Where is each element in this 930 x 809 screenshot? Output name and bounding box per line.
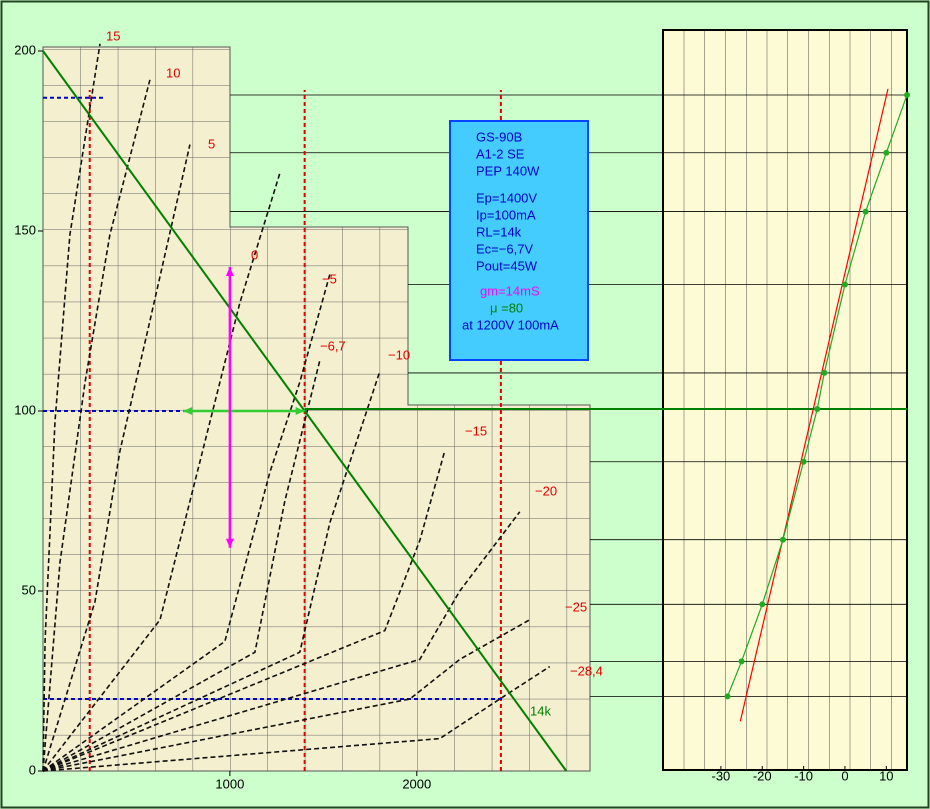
y-tick-label: 200 — [14, 42, 36, 57]
curve-label: −15 — [465, 423, 487, 438]
grid-curve — [42, 273, 331, 772]
grid-curve — [42, 79, 151, 772]
curve-label: 0 — [251, 247, 258, 262]
x-tick-label: 0 — [841, 768, 848, 783]
transfer-point — [841, 281, 848, 288]
info-line: A1-2 SE — [476, 146, 525, 161]
transfer-point — [821, 369, 828, 376]
y-tick-label: 50 — [22, 582, 36, 597]
info-line: at 1200V 100mA — [462, 317, 559, 332]
grid-curve — [42, 450, 446, 772]
load-line-label: 14k — [530, 703, 551, 718]
arrow-head — [225, 538, 234, 548]
x-tick-label: -20 — [753, 768, 772, 783]
info-line: μ =80 — [490, 300, 523, 315]
info-line: RL=14k — [476, 224, 522, 239]
grid-curve — [42, 619, 531, 772]
fit-line — [739, 88, 889, 722]
transfer-grid — [662, 29, 908, 771]
arrow-head — [295, 407, 305, 415]
transfer-point — [814, 406, 821, 413]
info-box — [449, 120, 589, 361]
info-line: GS-90B — [476, 129, 522, 144]
arrow-head — [225, 267, 234, 276]
curve-label: −5 — [322, 271, 337, 286]
x-tick-label: -10 — [794, 768, 813, 783]
x-tick-label: 10 — [879, 768, 893, 783]
x-tick-label: -30 — [711, 768, 730, 783]
grid-curve — [42, 665, 551, 772]
curve-label: 10 — [166, 65, 180, 80]
curve-label: 15 — [106, 28, 120, 43]
info-line: Ip=100mA — [476, 207, 536, 222]
transfer-point — [724, 693, 731, 700]
info-line: Ep=1400V — [476, 190, 537, 205]
y-tick-label: 150 — [14, 222, 36, 237]
info-line: gm=14mS — [480, 283, 540, 298]
curve-label: −6,7 — [320, 338, 346, 353]
grid-curve — [42, 43, 101, 772]
arrow-head — [183, 407, 193, 415]
transfer-point — [904, 91, 910, 98]
transfer-point — [738, 658, 745, 665]
transfer-point — [759, 601, 766, 608]
curve-label: −28,4 — [570, 663, 603, 678]
transfer-point — [883, 149, 890, 156]
info-line: Ec=−6,7V — [476, 241, 533, 256]
grid-curve — [42, 173, 281, 772]
transfer-point — [800, 458, 807, 465]
transfer-point — [862, 208, 869, 215]
curve-label: −10 — [388, 347, 410, 362]
grid-curve — [42, 144, 191, 772]
x-tick-label: 1000 — [215, 776, 244, 791]
grid-curve — [42, 511, 521, 772]
curve-label: −25 — [565, 599, 587, 614]
grid-curve — [42, 360, 321, 772]
y-tick-label: 100 — [14, 402, 36, 417]
curve-label: 5 — [208, 136, 215, 151]
info-line: Pout=45W — [476, 258, 538, 273]
x-tick-label: 2000 — [402, 776, 431, 791]
transfer-point — [779, 536, 786, 543]
curve-label: −20 — [535, 483, 557, 498]
y-tick-label: 0 — [29, 762, 36, 777]
info-line: PEP 140W — [476, 163, 540, 178]
